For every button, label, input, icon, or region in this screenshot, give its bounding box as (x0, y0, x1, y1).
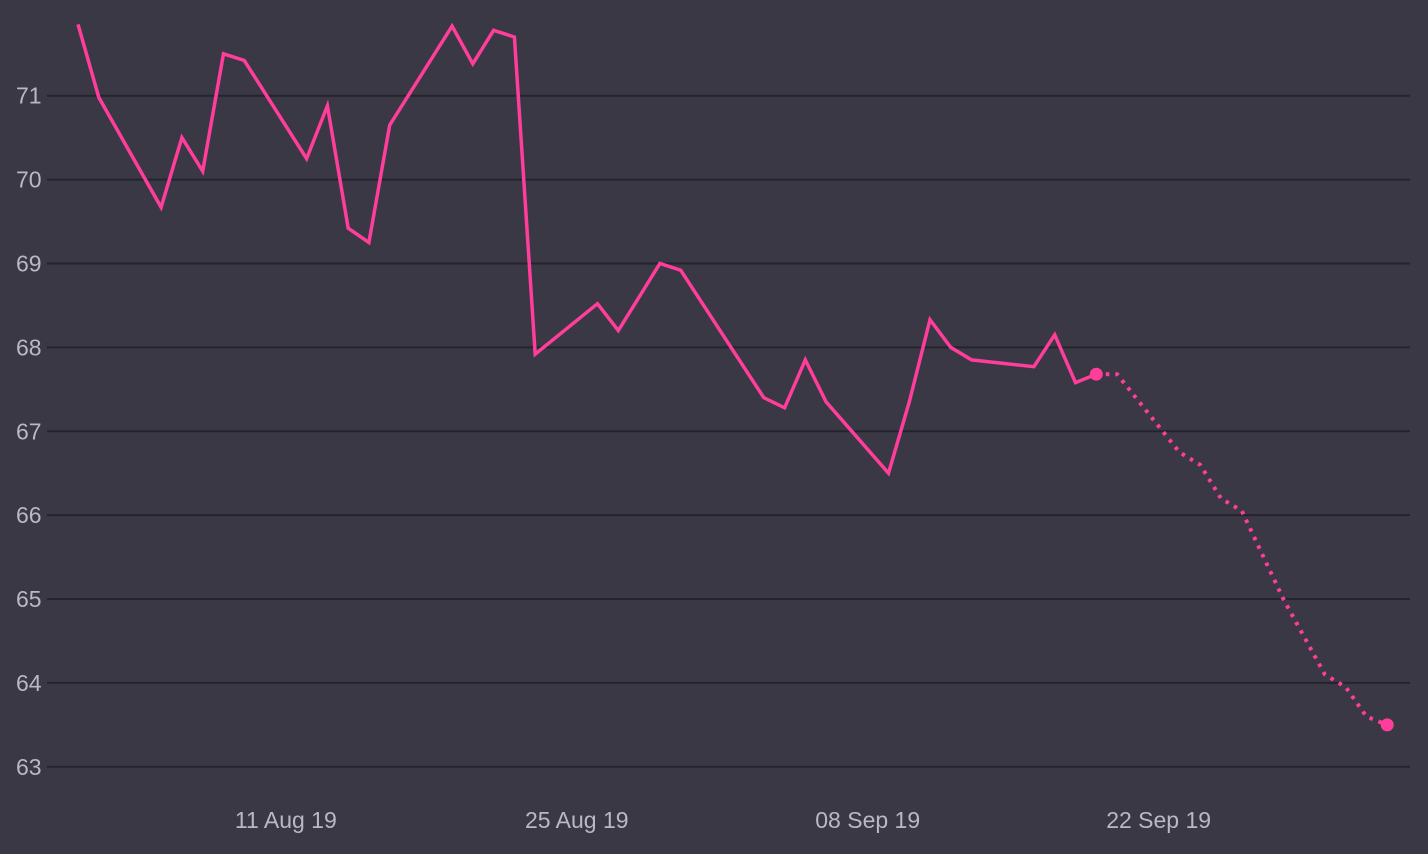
series-markers (1089, 367, 1394, 732)
forecast-end-point-marker (1380, 718, 1394, 732)
y-tick-label: 68 (16, 334, 42, 360)
actual-series-line (76, 22, 1097, 477)
y-axis-ticks: 63 64 65 66 67 68 69 70 71 (16, 83, 42, 780)
x-tick-label: 22 Sep 19 (1106, 807, 1211, 833)
y-tick-label: 70 (16, 167, 42, 193)
x-tick-label: 08 Sep 19 (815, 807, 920, 833)
y-tick-label: 71 (16, 83, 42, 109)
x-tick-label: 25 Aug 19 (525, 807, 629, 833)
x-axis-ticks: 11 Aug 19 25 Aug 19 08 Sep 19 22 Sep 19 (235, 807, 1211, 833)
y-tick-label: 65 (16, 586, 42, 612)
series-lines (76, 22, 1388, 727)
y-tick-label: 64 (16, 670, 42, 696)
last-actual-point-marker (1089, 367, 1103, 381)
y-tick-label: 69 (16, 250, 42, 276)
forecast-series-line (1096, 372, 1388, 727)
y-tick-label: 66 (16, 502, 42, 528)
x-tick-label: 11 Aug 19 (235, 807, 337, 833)
gridlines (47, 94, 1410, 768)
y-tick-label: 67 (16, 418, 42, 444)
y-tick-label: 63 (16, 754, 42, 780)
